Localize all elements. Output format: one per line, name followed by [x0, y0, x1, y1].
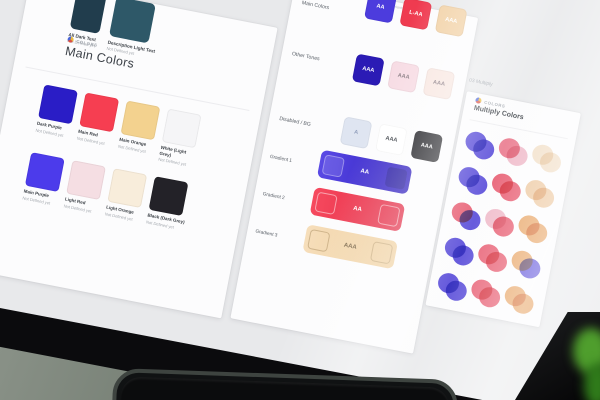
multiply-pair	[449, 200, 483, 232]
multiply-pair	[469, 277, 503, 310]
swatch-color	[24, 152, 65, 193]
multiply-pair	[489, 171, 523, 204]
swatch-cell: Dark Purple Not Defined yet	[34, 84, 78, 144]
artboard-main-colors: All Dark Text Not Defined yet Descriptio…	[0, 0, 278, 319]
gradient-end-swatch	[307, 228, 331, 253]
swatch-grid: Dark Purple Not Defined yet Main Red Not…	[22, 84, 202, 230]
contrast-chip: AAA	[434, 4, 468, 38]
section-label: Main Colors	[301, 0, 330, 12]
gradient-bar: AA	[309, 186, 406, 232]
swatch-color	[120, 100, 161, 141]
multiply-pair	[529, 142, 563, 175]
swatch-cell: White (Light Grey) Not Defined yet	[158, 108, 202, 168]
contrast-rating: AA	[359, 168, 370, 176]
multiply-pair	[482, 207, 516, 239]
gradient-label: Gradient 2	[262, 192, 286, 202]
gradient-end-swatch	[369, 241, 394, 265]
multiply-pair	[435, 271, 469, 303]
gradient-bar: AA	[316, 149, 413, 195]
contrast-section: Disabled / BG A AAA AAA	[272, 102, 455, 163]
multiply-pair	[509, 248, 543, 281]
swatch-color	[69, 0, 107, 34]
multiply-pair	[502, 284, 536, 316]
swatch-cell: Main Purple Not Defined yet	[22, 152, 65, 206]
swatch-color	[161, 108, 202, 149]
contrast-rating: AAA	[343, 242, 358, 251]
gradient-label: Gradient 3	[254, 229, 278, 239]
swatch-color	[38, 84, 78, 125]
gradient-end-swatch	[321, 154, 346, 178]
multiply-pair	[442, 235, 476, 268]
swatch-color	[79, 92, 120, 133]
contrast-chip: AAA	[422, 67, 456, 101]
multiply-pair	[523, 178, 557, 210]
multiply-pair	[496, 136, 530, 168]
swatch-color	[107, 168, 148, 209]
swatch-cell: Main Red Not Defined yet	[75, 92, 120, 152]
contrast-chip: AAA	[374, 123, 408, 157]
contrast-section: Main Colors AA L-AA AAA	[297, 0, 480, 38]
palette-icon	[67, 36, 75, 44]
section-header: COLORS Multiply Colors	[473, 96, 525, 121]
contrast-rating: AA	[352, 205, 363, 214]
contrast-chip: L-AA	[399, 0, 433, 31]
contrast-chip: A	[339, 116, 373, 150]
swatch-color	[148, 176, 189, 217]
section-label: Disabled / BG	[278, 115, 312, 128]
multiply-pair	[475, 242, 509, 274]
multiply-pair	[463, 129, 497, 162]
contrast-section: Other Tones AAA AAA AAA	[285, 39, 468, 101]
multiply-grid	[435, 129, 564, 316]
swatch-cell: Main Orange Not Defined yet	[117, 100, 161, 160]
gradient-end-swatch	[314, 191, 338, 216]
contrast-chip: AAA	[351, 53, 385, 87]
palette-icon	[474, 96, 482, 105]
desk-device-top	[118, 376, 451, 400]
multiply-pair	[516, 213, 550, 245]
section-label: Other Tones	[291, 51, 321, 63]
swatch-cell: Black (Dark Grey) Not Defined yet	[146, 176, 189, 230]
swatch-cell: Light Red Not Defined yet	[63, 160, 106, 214]
multiply-pair	[456, 165, 490, 197]
contrast-chip: AAA	[387, 60, 421, 94]
swatch-color	[109, 0, 156, 44]
swatch-color	[66, 160, 106, 201]
contrast-chip: AA	[364, 0, 397, 24]
swatch-cell: Light Orange Not Defined yet	[105, 168, 148, 222]
frame-label: 03 Multiply	[468, 77, 494, 88]
gradient-bar: AAA	[302, 224, 399, 270]
gradient-end-swatch	[384, 166, 408, 190]
gradient-end-swatch	[377, 203, 401, 228]
gradient-label: Gradient 1	[269, 154, 293, 164]
contrast-chip: AAA	[410, 130, 444, 163]
